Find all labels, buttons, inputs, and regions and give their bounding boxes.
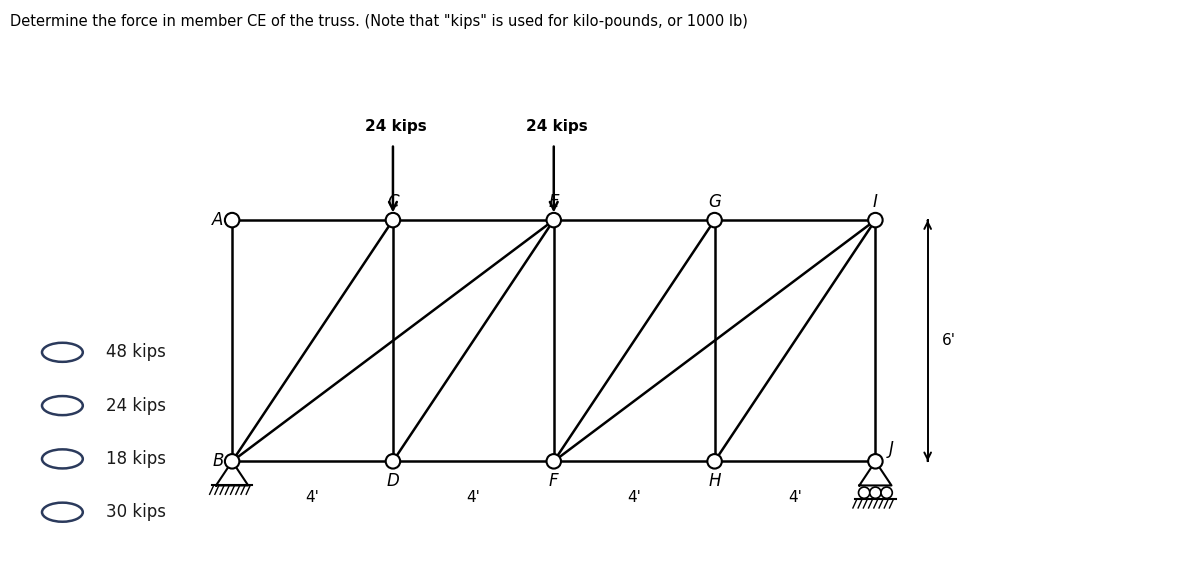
Text: 24 kips: 24 kips: [106, 397, 166, 415]
Text: B: B: [212, 452, 223, 470]
Text: F: F: [548, 472, 558, 490]
Circle shape: [858, 487, 870, 498]
Circle shape: [224, 454, 239, 468]
Text: E: E: [548, 193, 559, 211]
Text: 18 kips: 18 kips: [106, 450, 166, 468]
Circle shape: [546, 213, 562, 227]
Text: 48 kips: 48 kips: [106, 343, 166, 361]
Text: 24 kips: 24 kips: [526, 119, 587, 134]
Text: 4': 4': [628, 490, 641, 505]
Text: A: A: [212, 211, 223, 229]
Text: 4': 4': [788, 490, 802, 505]
Text: C: C: [388, 193, 398, 211]
Circle shape: [707, 213, 722, 227]
Text: Determine the force in member CE of the truss. (Note that "kips" is used for kil: Determine the force in member CE of the …: [10, 14, 748, 29]
Text: D: D: [386, 472, 400, 490]
Circle shape: [881, 487, 893, 498]
Text: 6': 6': [942, 333, 955, 348]
Text: 24 kips: 24 kips: [365, 119, 426, 134]
Circle shape: [224, 213, 239, 227]
Text: G: G: [708, 193, 721, 211]
Circle shape: [385, 454, 400, 468]
Text: 4': 4': [306, 490, 319, 505]
Text: H: H: [708, 472, 721, 490]
Circle shape: [870, 487, 881, 498]
Circle shape: [868, 454, 883, 468]
Circle shape: [707, 454, 722, 468]
Text: I: I: [872, 193, 878, 211]
Circle shape: [546, 454, 562, 468]
Text: 4': 4': [467, 490, 480, 505]
Circle shape: [385, 213, 400, 227]
Polygon shape: [216, 461, 248, 485]
Circle shape: [868, 213, 883, 227]
Polygon shape: [859, 461, 892, 485]
Text: J: J: [889, 440, 894, 458]
Text: 30 kips: 30 kips: [106, 503, 166, 521]
